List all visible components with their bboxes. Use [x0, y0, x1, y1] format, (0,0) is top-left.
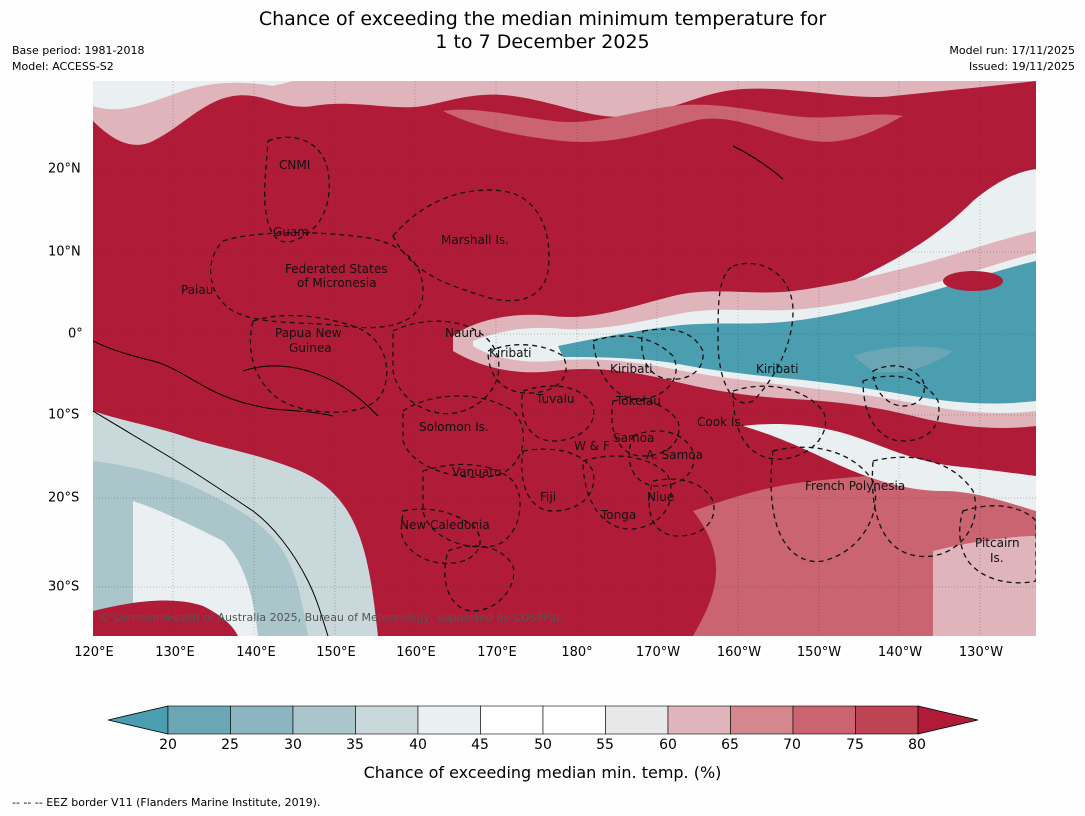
- base-period-text: Base period: 1981-2018: [12, 44, 145, 57]
- north-pale-region: [93, 81, 1036, 145]
- region-label: Tonga: [600, 508, 636, 522]
- colorbar-swatch: [792, 705, 856, 735]
- eez-borders: [210, 136, 1036, 612]
- issued-text: Issued: 19/11/2025: [968, 60, 1075, 73]
- colorbar-tick: 65: [721, 737, 739, 753]
- region-label: CNMI: [279, 158, 310, 172]
- model-text: Model: ACCESS-S2: [12, 60, 114, 73]
- x-tick-label: 130°W: [958, 645, 1004, 660]
- colorbar-swatch: [480, 705, 544, 735]
- chart-title-line-1: Chance of exceeding the median minimum t…: [258, 8, 827, 30]
- y-tick-label: 20°S: [48, 490, 80, 506]
- warm-patch: [943, 271, 1003, 291]
- x-tick-label: 180°: [561, 645, 593, 660]
- chart-title-line-2: 1 to 7 December 2025: [435, 31, 650, 53]
- y-tick-label: 10°S: [48, 407, 80, 423]
- x-tick-label: 140°E: [236, 645, 276, 660]
- eez-footer-note: -- -- -- EEZ border V11 (Flanders Marine…: [12, 796, 321, 809]
- region-label: W & F: [574, 439, 610, 453]
- region-label: Kiribati: [610, 362, 652, 376]
- colorbar-label: Chance of exceeding median min. temp. (%…: [363, 763, 722, 782]
- colorbar-extend-high: [917, 705, 978, 735]
- region-label: Marshall Is.: [441, 233, 509, 247]
- region-label: Guinea: [289, 341, 332, 355]
- colorbar-tick: 75: [846, 737, 864, 753]
- north-white-region: [93, 81, 293, 110]
- colorbar-tick: 20: [159, 737, 177, 753]
- colorbar-swatch: [417, 705, 481, 735]
- region-label: Cook Is.: [697, 415, 744, 429]
- southeast-pale-region: [933, 536, 1036, 636]
- x-tick-label: 170°W: [635, 645, 681, 660]
- region-labels: CNMI Guam Marshall Is. Palau Federated S…: [181, 158, 1020, 565]
- region-label: Niue: [647, 490, 674, 504]
- region-label: Kiribati: [756, 362, 798, 376]
- colorbar-tick: 40: [409, 737, 427, 753]
- graticule: [93, 81, 1036, 636]
- region-label: New Caledonia: [400, 518, 490, 532]
- colorbar-swatch: [667, 705, 731, 735]
- region-label: Fiji: [540, 490, 556, 504]
- colorbar-swatch: [855, 705, 919, 735]
- colorbar: [108, 705, 978, 735]
- y-tick-label: 0°: [68, 326, 83, 342]
- colorbar-tick: 55: [596, 737, 614, 753]
- coastlines: [93, 145, 784, 636]
- colorbar-swatch: [730, 705, 794, 735]
- region-label: A. Samoa: [646, 448, 703, 462]
- region-label: Solomon Is.: [419, 420, 489, 434]
- region-label: of Micronesia: [297, 276, 377, 290]
- colorbar-swatch: [230, 705, 294, 735]
- model-run-text: Model run: 17/11/2025: [949, 44, 1075, 57]
- colorbar-tick: 50: [534, 737, 552, 753]
- colorbar-tick: 80: [908, 737, 926, 753]
- y-tick-label: 30°S: [48, 579, 80, 595]
- colorbar-swatch: [605, 705, 669, 735]
- colorbar-extend-low: [108, 705, 169, 735]
- region-label: Vanuatu: [452, 465, 502, 479]
- x-tick-label: 160°W: [716, 645, 762, 660]
- cold-tongue-detail: [853, 346, 953, 373]
- region-label: Is.: [990, 551, 1004, 565]
- colorbar-tick: 35: [346, 737, 364, 753]
- probability-map: CNMI Guam Marshall Is. Palau Federated S…: [93, 81, 1036, 636]
- colorbar-tick: 25: [221, 737, 239, 753]
- y-tick-label: 10°N: [48, 244, 81, 260]
- x-tick-label: 120°E: [74, 645, 114, 660]
- australia-south-warm: [93, 600, 238, 636]
- x-tick-label: 170°E: [477, 645, 517, 660]
- x-tick-label: 150°W: [796, 645, 842, 660]
- x-tick-label: 130°E: [155, 645, 195, 660]
- region-label: Tokelau: [615, 394, 661, 408]
- region-label: French Polynesia: [805, 479, 905, 493]
- region-label: Pitcairn: [975, 536, 1020, 550]
- region-label: Nauru: [445, 326, 481, 340]
- region-label: Samoa: [613, 431, 654, 445]
- north-mid-band: [443, 104, 903, 142]
- colorbar-swatch: [355, 705, 419, 735]
- colorbar-tick: 60: [659, 737, 677, 753]
- copyright-notice: © Commonwealth of Australia 2025, Bureau…: [99, 611, 562, 624]
- x-tick-label: 160°E: [396, 645, 436, 660]
- x-tick-label: 150°E: [316, 645, 356, 660]
- colorbar-tick: 30: [284, 737, 302, 753]
- region-label: Guam: [273, 225, 309, 239]
- colorbar-tick: 45: [471, 737, 489, 753]
- colorbar-swatch: [542, 705, 606, 735]
- y-tick-label: 20°N: [48, 161, 81, 177]
- colorbar-tick: 70: [783, 737, 801, 753]
- x-tick-label: 140°W: [877, 645, 923, 660]
- region-label: Palau: [181, 283, 213, 297]
- colorbar-swatch: [167, 705, 231, 735]
- region-label: Tuvalu: [535, 392, 575, 406]
- region-label: Papua New: [275, 326, 342, 340]
- colorbar-swatch: [292, 705, 356, 735]
- region-label: Federated States: [285, 262, 387, 276]
- south-pale-band: [743, 424, 1036, 511]
- region-label: Kiribati: [489, 346, 531, 360]
